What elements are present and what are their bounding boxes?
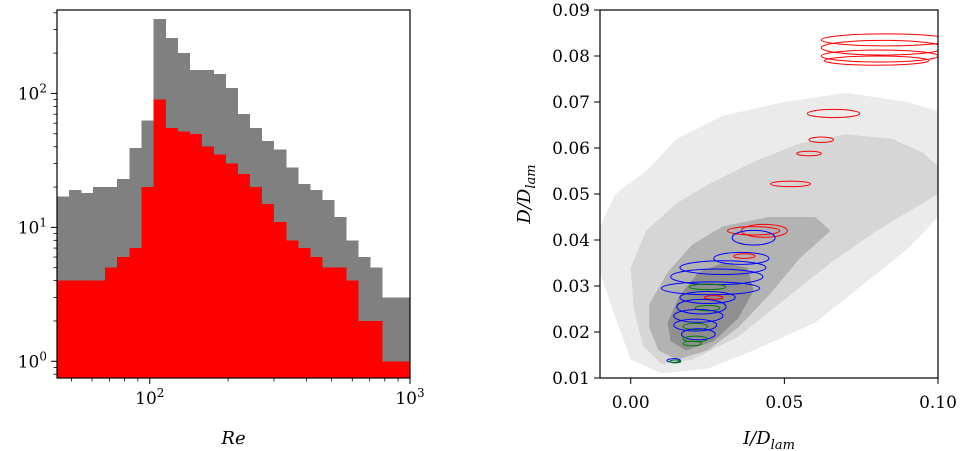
histogram-bar	[261, 203, 275, 378]
y-tick-label: 0.04	[552, 231, 590, 251]
contour-ellipse	[806, 108, 861, 119]
histogram-bar	[309, 257, 323, 378]
histogram-series-1	[57, 99, 411, 378]
histogram-bar	[358, 320, 371, 378]
histogram-bar	[189, 133, 202, 378]
y-tick-label: 102	[18, 81, 47, 104]
x-tick-label: 103	[395, 386, 424, 409]
histogram-bar	[153, 99, 166, 378]
histogram-plot: 102 103 100 101 102 Re	[18, 9, 425, 449]
y-axis-label: D/Dlam	[514, 164, 539, 224]
contour-ellipse	[688, 283, 727, 291]
contour-ellipse	[694, 304, 721, 312]
contour-ellipse	[727, 226, 781, 236]
x-tick-label: 102	[135, 386, 164, 409]
contour-ellipses	[660, 33, 938, 364]
contour-ellipse	[820, 39, 938, 56]
histogram-bar	[69, 280, 82, 378]
x-tick-label: 0.05	[765, 393, 803, 413]
histogram-bar	[297, 248, 311, 378]
histogram-bar	[285, 240, 299, 378]
contour-ellipse	[679, 291, 736, 304]
contour-ellipse	[680, 328, 716, 341]
histogram-bar	[334, 267, 347, 378]
x-axis-label: I/Dlam	[742, 428, 795, 451]
y-tick-label: 0.02	[552, 323, 590, 343]
x-tick-label: 0.00	[612, 393, 650, 413]
contour-ellipse	[713, 251, 770, 265]
histogram-bar	[117, 257, 130, 378]
histogram-bar	[201, 146, 215, 378]
plot-frame	[56, 9, 411, 379]
histogram-bar	[394, 297, 411, 378]
histogram-bar	[141, 187, 154, 378]
y-tick-label: 100	[18, 349, 47, 372]
y-tick-label: 0.09	[552, 1, 590, 21]
histogram-bar	[177, 131, 190, 378]
y-tick-label: 0.03	[552, 277, 590, 297]
histogram-bar	[165, 128, 178, 378]
histogram-bar	[370, 320, 383, 378]
histogram-bar	[322, 267, 335, 378]
contour-ellipse	[669, 359, 682, 364]
histogram-bar	[249, 187, 263, 378]
contour-ellipse	[733, 253, 756, 259]
contour-ellipse	[703, 295, 724, 300]
contour-ellipse	[770, 180, 811, 188]
histogram-bar	[237, 174, 251, 378]
histogram-bar	[382, 361, 395, 378]
contour-ellipse	[820, 33, 938, 47]
histogram-bar	[382, 297, 395, 378]
density-level-3	[667, 263, 754, 351]
histogram-bar	[346, 280, 359, 378]
histogram-bar	[213, 154, 227, 378]
y-tick-label: 0.06	[552, 139, 590, 159]
histogram-bar	[57, 280, 70, 378]
y-tick-label: 0.05	[552, 185, 590, 205]
contour-ellipse	[679, 260, 767, 276]
contour-ellipse	[660, 281, 761, 296]
histogram-bar	[105, 267, 118, 378]
contour-ellipse	[676, 298, 727, 315]
contour-ellipse	[673, 308, 724, 323]
histogram-bar	[93, 280, 106, 378]
histogram-bar	[129, 248, 142, 378]
histogram-bar	[81, 280, 94, 378]
contour-ellipse	[682, 340, 702, 347]
y-tick-label: 0.08	[552, 47, 590, 67]
histogram-bar	[273, 221, 287, 378]
contour-ellipse	[682, 322, 709, 331]
histogram-bar	[394, 361, 411, 378]
y-tick-label: 101	[18, 215, 47, 238]
contour-ellipse	[823, 55, 930, 66]
histogram-bar	[225, 163, 239, 378]
x-axis-label: Re	[220, 428, 245, 449]
contour-ellipse	[673, 318, 718, 332]
y-tick-label: 0.01	[552, 369, 590, 389]
contour-ellipse	[808, 136, 835, 143]
contour-ellipse	[740, 223, 788, 238]
density-contour-plot: 0.00 0.05 0.10 0.01 0.02 0.03 0.04 0.05 0.06 0.07…	[514, 1, 957, 451]
contour-ellipse	[796, 150, 822, 157]
y-tick-label: 0.07	[552, 93, 590, 113]
x-tick-label: 0.10	[919, 393, 957, 413]
density-background	[600, 92, 938, 374]
contour-ellipse	[731, 229, 776, 246]
